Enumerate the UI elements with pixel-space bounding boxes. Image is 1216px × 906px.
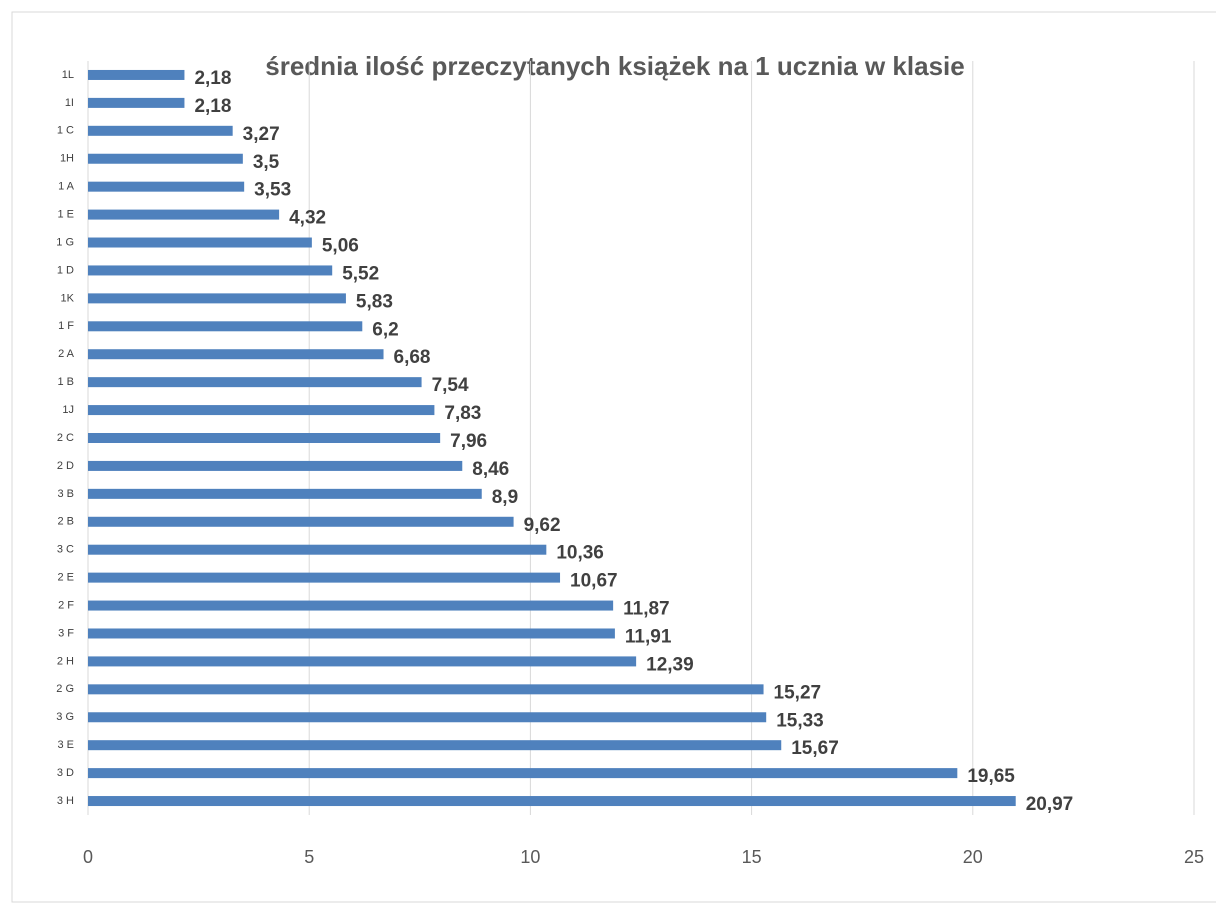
y-tick-label: 1 A — [58, 181, 75, 193]
y-tick-label: 1J — [62, 404, 74, 416]
y-tick-label: 1L — [62, 69, 74, 81]
bar — [88, 209, 280, 220]
bar — [88, 181, 245, 192]
data-label: 7,96 — [450, 431, 487, 452]
y-tick-label: 3 C — [57, 544, 74, 556]
bar — [88, 712, 767, 723]
data-label: 7,54 — [432, 375, 469, 396]
bar — [88, 97, 185, 108]
y-tick-label: 2 G — [56, 683, 74, 695]
y-tick-label: 1 F — [58, 320, 74, 332]
data-label: 9,62 — [524, 515, 561, 536]
data-label: 19,65 — [967, 766, 1015, 787]
y-tick-label: 3 G — [56, 711, 74, 723]
chart-frame — [11, 11, 1216, 903]
data-label: 11,91 — [625, 626, 672, 647]
y-tick-label: 1 B — [57, 376, 74, 388]
data-label: 3,5 — [253, 152, 280, 173]
y-tick-label: 1 D — [57, 264, 74, 276]
data-label: 15,33 — [776, 710, 824, 731]
data-label: 12,39 — [646, 654, 694, 675]
data-label: 3,27 — [243, 124, 280, 145]
bar — [88, 684, 764, 695]
bar — [88, 377, 422, 388]
data-label: 2,18 — [194, 68, 231, 89]
bar — [88, 488, 482, 499]
data-label: 8,9 — [492, 487, 518, 508]
data-label: 4,32 — [289, 208, 326, 229]
bar — [88, 460, 463, 471]
data-label: 10,67 — [570, 571, 618, 592]
y-tick-label: 2 D — [57, 460, 74, 472]
y-tick-label: 1K — [61, 292, 75, 304]
data-label: 20,97 — [1026, 794, 1074, 815]
y-tick-label: 2 H — [57, 655, 74, 667]
bar — [88, 125, 233, 136]
bar — [88, 572, 561, 583]
bar — [88, 237, 312, 248]
data-label: 5,06 — [322, 236, 359, 257]
y-tick-label: 3 B — [57, 488, 74, 500]
data-label: 8,46 — [472, 459, 509, 480]
y-tick-label: 3 D — [57, 767, 74, 779]
x-tick-label: 5 — [304, 847, 314, 867]
data-label: 5,83 — [356, 291, 393, 312]
y-tick-label: 1 C — [57, 125, 74, 137]
data-label: 2,18 — [194, 96, 231, 117]
x-tick-label: 0 — [83, 847, 93, 867]
y-tick-label: 2 A — [58, 348, 75, 360]
bar — [88, 768, 958, 779]
bar — [88, 349, 384, 360]
bar — [88, 516, 514, 527]
y-tick-label: 2 C — [57, 432, 74, 444]
bar — [88, 265, 333, 276]
data-label: 6,68 — [394, 347, 431, 368]
bar — [88, 740, 782, 751]
y-tick-label: 1H — [60, 153, 74, 165]
bar — [88, 796, 1016, 807]
bar — [88, 69, 185, 80]
bar — [88, 405, 435, 416]
bar — [88, 153, 243, 164]
bar — [88, 600, 614, 611]
data-label: 7,83 — [444, 403, 481, 424]
y-tick-label: 2 F — [58, 599, 74, 611]
y-tick-label: 2 E — [57, 572, 74, 584]
y-tick-label: 1 E — [57, 208, 74, 220]
data-label: 15,27 — [774, 682, 822, 703]
x-tick-label: 10 — [520, 847, 540, 867]
y-tick-label: 1 G — [56, 236, 74, 248]
y-tick-label: 3 E — [57, 739, 74, 751]
x-tick-label: 20 — [963, 847, 983, 867]
data-label: 5,52 — [342, 263, 379, 284]
data-label: 15,67 — [791, 738, 839, 759]
y-tick-label: 3 F — [58, 627, 74, 639]
data-label: 10,36 — [556, 543, 604, 564]
data-label: 6,2 — [372, 319, 398, 340]
bar — [88, 293, 346, 304]
x-tick-label: 15 — [742, 847, 762, 867]
bar — [88, 656, 637, 667]
bar — [88, 628, 615, 639]
bar — [88, 321, 363, 332]
y-tick-label: 3 H — [57, 795, 74, 807]
chart-title: średnia ilość przeczytanych książek na 1… — [265, 51, 964, 81]
bar — [88, 544, 547, 555]
y-tick-label: 2 B — [57, 516, 74, 528]
bar — [88, 433, 441, 443]
data-label: 11,87 — [623, 599, 670, 620]
data-label: 3,53 — [254, 180, 291, 201]
y-tick-label: 1I — [65, 97, 74, 109]
x-tick-label: 25 — [1184, 847, 1204, 867]
